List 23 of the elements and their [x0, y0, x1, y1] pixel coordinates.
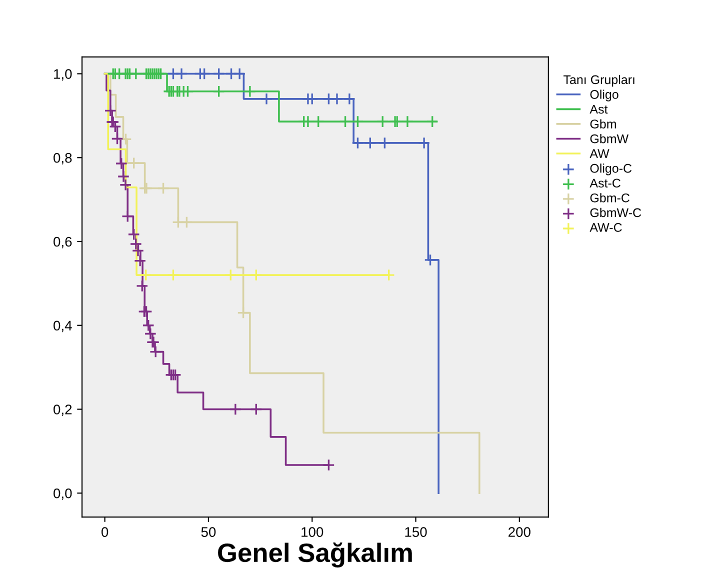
legend-label: Oligo	[590, 90, 618, 102]
x-axis-title: Genel Sağkalım	[218, 542, 412, 568]
legend-label: Ast-C	[590, 178, 620, 188]
y-tick-label: 0,4	[54, 320, 72, 332]
x-tick-label: 150	[405, 527, 427, 537]
x-tick-label: 0	[102, 527, 108, 537]
y-tick-label: 0,2	[54, 404, 72, 416]
legend-label: Ast	[590, 104, 608, 114]
legend-label: Gbm-C	[590, 193, 630, 202]
y-tick-label: 1,0	[54, 69, 72, 81]
legend-title: Tanı Grupları	[564, 74, 634, 87]
legend-label: Gbm	[590, 119, 616, 128]
legend-label: AW	[590, 149, 610, 158]
x-tick-label: 200	[508, 527, 530, 537]
y-tick-label: 0,6	[54, 236, 72, 248]
y-tick-label: 0,8	[54, 152, 72, 164]
y-tick-label: 0,0	[54, 488, 72, 500]
legend-label: Oligo-C	[590, 164, 632, 176]
legend-label: GbmW-C	[590, 208, 642, 218]
x-tick-label: 100	[302, 527, 324, 537]
legend-label: GbmW	[590, 134, 629, 144]
x-tick-label: 50	[201, 527, 216, 537]
legend-label: AW-C	[590, 223, 622, 232]
